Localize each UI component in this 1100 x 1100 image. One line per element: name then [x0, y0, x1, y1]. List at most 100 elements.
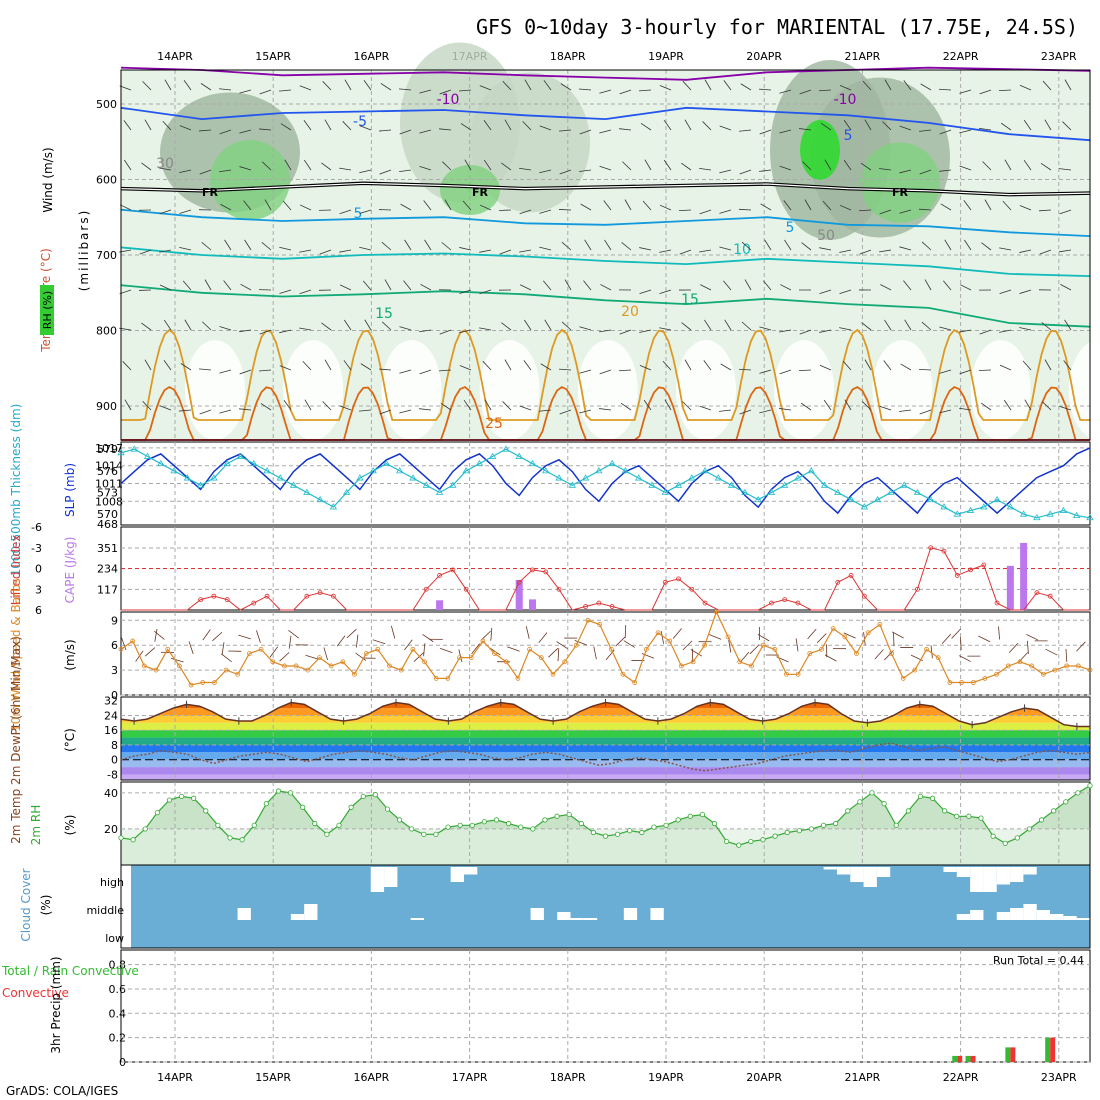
wind-barb	[739, 409, 752, 415]
rh2m-point	[796, 828, 802, 834]
thickness-point	[342, 488, 351, 495]
surface-wind-barb	[471, 643, 480, 655]
upper-wind-label: Wind (m/s)	[41, 147, 55, 212]
wind-barb	[864, 119, 872, 131]
wind-barb	[943, 280, 952, 291]
rh2m-point	[505, 820, 512, 827]
isotherm-line	[120, 66, 1091, 81]
thickness-point	[250, 459, 258, 467]
rh2m-point	[215, 822, 221, 828]
rh-clear-region	[1068, 340, 1100, 440]
wind-barb	[999, 289, 1012, 295]
wind-barb	[1060, 284, 1072, 291]
wind-speed-point	[807, 651, 813, 656]
wind-barb	[142, 81, 152, 91]
wind-barb	[144, 359, 152, 371]
rh2m-point	[154, 810, 160, 816]
wind-barb	[399, 169, 412, 173]
wind-barb	[459, 89, 472, 92]
rh2m-point	[966, 813, 972, 819]
rh-clear-region	[774, 340, 835, 440]
lifted-index-point	[1047, 593, 1053, 599]
wind-barb	[799, 89, 812, 95]
wind-speed-point	[842, 634, 848, 640]
thickness-point	[196, 481, 205, 488]
rh2m-point	[663, 822, 669, 828]
wind-speed-point	[492, 651, 497, 656]
top-date-label: 19APR	[648, 50, 684, 63]
lifted-index-point	[915, 586, 920, 592]
wind-barb	[939, 409, 952, 414]
lifted-index-point	[769, 600, 774, 606]
wind-barb	[439, 89, 452, 95]
thickness-point	[741, 488, 749, 495]
wind-speed-point	[643, 646, 649, 652]
wind-barb	[978, 369, 992, 371]
run-total-annotation: Run Total = 0.44	[993, 954, 1084, 967]
wind-barb	[399, 88, 412, 91]
pressure-tick-label: 500	[96, 98, 117, 111]
wind-barb	[239, 166, 252, 171]
wind-barb	[583, 280, 592, 291]
wind-barb	[122, 361, 132, 371]
surface-wind-barb	[795, 638, 799, 652]
wind-barb	[963, 200, 972, 211]
wind-barb	[739, 169, 752, 175]
wind-barb	[139, 249, 152, 255]
wind-speed-point	[784, 671, 789, 677]
wind-barb	[664, 399, 672, 411]
wind-barb	[619, 329, 632, 335]
wind-barb	[544, 319, 552, 331]
wind-barb	[179, 169, 192, 174]
thickness-tick-label: 570	[97, 508, 118, 521]
surface-wind-barb	[548, 647, 559, 658]
slp-line	[120, 447, 1091, 515]
wind-speed-point	[1064, 663, 1070, 669]
lifted-index-point	[981, 562, 987, 568]
contour-label: 5	[354, 206, 363, 222]
rh2m-point	[178, 793, 185, 800]
wind-barb	[559, 169, 572, 175]
rh-shade-region	[470, 72, 590, 213]
thickness-point	[595, 467, 603, 474]
rh2m-point	[578, 820, 584, 827]
wind-barb	[359, 246, 372, 251]
wind-barb	[939, 369, 952, 374]
wind-barb	[364, 319, 372, 331]
wind-barb	[539, 169, 552, 174]
lifted-index-point	[264, 593, 270, 599]
wind-barb	[202, 321, 212, 331]
wind-barb	[239, 408, 252, 411]
cape-bar	[515, 579, 523, 610]
lifted-index-point	[211, 593, 217, 599]
wind-barb	[679, 249, 692, 255]
wind-speed-point	[352, 671, 357, 677]
temp2m-tick-label: 0	[111, 754, 118, 767]
thickness-point	[966, 506, 975, 513]
wind-barb	[400, 203, 412, 211]
thickness-tick-label: 468	[97, 518, 118, 531]
wind-barb	[903, 80, 912, 91]
wind-barb	[820, 122, 832, 131]
contour-label: 15	[375, 306, 393, 322]
rh2m-point	[191, 795, 197, 801]
wind-barb	[204, 279, 212, 291]
lifted-index-point	[317, 590, 323, 596]
temperature-band	[121, 759, 1090, 768]
wind-barb	[719, 125, 732, 131]
wind-barb	[124, 159, 132, 171]
wind-barb	[299, 204, 312, 211]
rh2m-point	[784, 829, 790, 836]
bottom-date-axis: 14APR 15APR 16APR 17APR 18APR 19APR 20APR 21APR…	[157, 1071, 1077, 1084]
wind-barb	[483, 159, 492, 171]
rh2m-point	[1014, 835, 1020, 841]
wind-barb	[699, 249, 712, 253]
wind-speed-point	[947, 680, 953, 685]
thickness-point	[1086, 514, 1094, 521]
wind-speed-point	[632, 680, 638, 685]
wind-barb	[783, 200, 792, 211]
rh2m-point	[687, 813, 693, 819]
wind-frame	[120, 611, 1091, 696]
wind-barb	[1004, 159, 1012, 171]
rh2m-point	[263, 801, 269, 807]
